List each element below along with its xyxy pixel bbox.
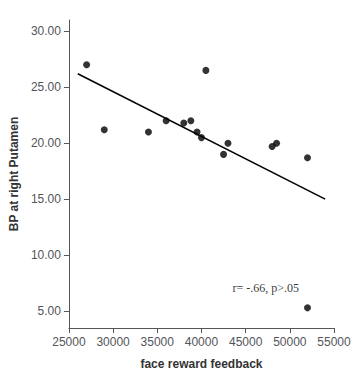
svg-text:40000: 40000 (185, 335, 219, 349)
svg-text:BP at right Putamen: BP at right Putamen (7, 117, 21, 231)
svg-text:25.00: 25.00 (31, 80, 61, 94)
svg-text:20.00: 20.00 (31, 136, 61, 150)
svg-text:45000: 45000 (229, 335, 263, 349)
svg-text:10.00: 10.00 (31, 248, 61, 262)
svg-text:35000: 35000 (141, 335, 175, 349)
svg-text:25000: 25000 (52, 335, 86, 349)
svg-text:30.00: 30.00 (31, 24, 61, 38)
svg-text:15.00: 15.00 (31, 192, 61, 206)
svg-text:face reward feedback: face reward feedback (140, 357, 262, 371)
svg-text:r= -.66, p>.05: r= -.66, p>.05 (232, 281, 299, 295)
svg-text:50000: 50000 (273, 335, 307, 349)
svg-text:30000: 30000 (96, 335, 130, 349)
svg-text:55000: 55000 (317, 335, 351, 349)
svg-text:5.00: 5.00 (38, 304, 62, 318)
